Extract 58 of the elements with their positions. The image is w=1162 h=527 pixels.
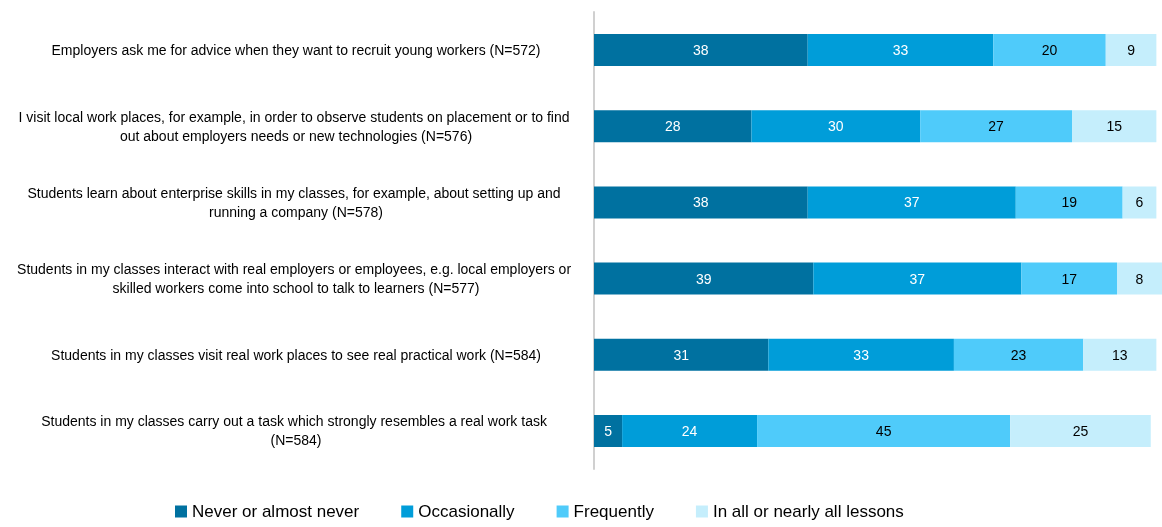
y-tick-label: Students in my classes interact with real employers or employees, e.g. local employers or skilled workers come into school to talk to learners (N=577)	[17, 261, 575, 297]
bar	[1117, 262, 1162, 295]
data-label: 37	[903, 194, 920, 211]
bar	[594, 186, 808, 219]
bar	[953, 338, 1084, 371]
bar	[1083, 338, 1157, 371]
bar	[1122, 186, 1157, 219]
bar	[920, 110, 1073, 143]
y-tick-label: Employers ask me for advice when they want to recruit young workers (N=572)	[51, 42, 541, 59]
data-label: 31	[673, 346, 690, 363]
data-label: 38	[693, 42, 709, 59]
data-label: 6	[1135, 194, 1144, 211]
bar	[768, 338, 954, 371]
data-label: 27	[988, 118, 1005, 135]
data-label: 9	[1127, 42, 1136, 59]
y-tick-label: Students in my classes carry out a task which strongly resembles a real work task (N=584)	[41, 413, 551, 449]
bar	[1021, 262, 1118, 295]
bar	[807, 186, 1016, 219]
bar	[594, 34, 808, 67]
bar	[1015, 186, 1123, 219]
data-label: 33	[853, 346, 870, 363]
bar	[813, 262, 1022, 295]
data-label: 30	[828, 118, 844, 135]
data-label: 8	[1135, 270, 1144, 287]
data-label: 25	[1072, 422, 1089, 439]
data-label: 45	[875, 422, 892, 439]
bar	[1072, 110, 1157, 143]
data-label: 20	[1041, 42, 1058, 59]
data-label: 33	[892, 42, 909, 59]
legend-label: In all or nearly all lessons	[712, 502, 904, 521]
bar	[594, 262, 814, 295]
bar	[594, 414, 623, 447]
data-label: 5	[604, 422, 613, 439]
legend-label: Never or almost never	[192, 502, 360, 521]
bar	[993, 34, 1106, 67]
legend-label: Frequently	[573, 502, 655, 521]
bar	[757, 414, 1011, 447]
data-label: 17	[1061, 270, 1078, 287]
data-label: 19	[1061, 194, 1078, 211]
data-label: 24	[681, 422, 698, 439]
bar	[807, 34, 994, 67]
y-tick-label: I visit local work places, for example, in order to observe students on placement or to find out about employers needs or new technologies (N=576)	[18, 108, 574, 144]
data-label: 15	[1106, 118, 1123, 135]
bar	[622, 414, 758, 447]
bar	[594, 110, 752, 143]
data-label: 38	[693, 194, 709, 211]
data-label: 23	[1010, 346, 1027, 363]
legend-label: Occasionally	[418, 502, 516, 521]
bar	[1010, 414, 1151, 447]
data-label: 39	[695, 270, 712, 287]
y-tick-label: Students in my classes visit real work places to see real practical work (N=584)	[51, 346, 541, 363]
data-label: 13	[1112, 346, 1128, 363]
data-label: 37	[909, 270, 926, 287]
bar	[751, 110, 921, 143]
bar	[594, 338, 769, 371]
bar	[1105, 34, 1157, 67]
data-label: 28	[664, 118, 681, 135]
y-tick-label: Students learn about enterprise skills in my classes, for example, about setting up and running a company (N=578)	[27, 184, 565, 220]
